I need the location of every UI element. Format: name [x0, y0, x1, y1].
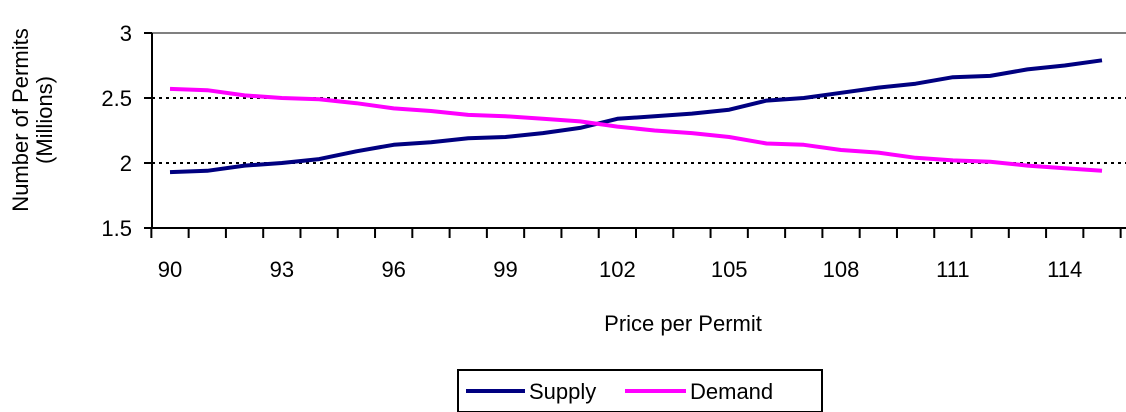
x-tick-label: 96 [381, 257, 405, 282]
series-lines [169, 58, 1103, 175]
x-axis-title: Price per Permit [604, 311, 762, 336]
series-line-supply [169, 58, 1103, 175]
y-tick-label: 2.5 [101, 86, 132, 111]
y-tick-labels: 1.5 2 2.5 3 [101, 21, 132, 241]
x-tick-label: 105 [711, 257, 748, 282]
y-tick-label: 1.5 [101, 216, 132, 241]
legend-label-supply: Supply [529, 379, 596, 404]
x-tick-label: 102 [599, 257, 636, 282]
series-line-demand [169, 86, 1103, 173]
y-tick-label: 2 [120, 151, 132, 176]
y-axis-title: Number of Permits (Millions) [8, 28, 57, 211]
y-axis-title-line-1: Number of Permits [8, 28, 33, 211]
legend-label-demand: Demand [690, 379, 773, 404]
legend: Supply Demand [457, 369, 823, 412]
x-tick-label: 93 [270, 257, 294, 282]
x-tick-label: 90 [158, 257, 182, 282]
y-tick-label: 3 [120, 21, 132, 46]
x-tick-label: 114 [1047, 257, 1082, 282]
x-tick-label: 108 [823, 257, 860, 282]
x-tick-label: 99 [493, 257, 517, 282]
x-tick-labels: 90 93 96 99 102 105 108 111 114 [158, 257, 1083, 282]
axes [144, 32, 1126, 238]
x-tick-label: 111 [936, 257, 969, 282]
y-axis-title-line-2: (Millions) [32, 76, 57, 164]
